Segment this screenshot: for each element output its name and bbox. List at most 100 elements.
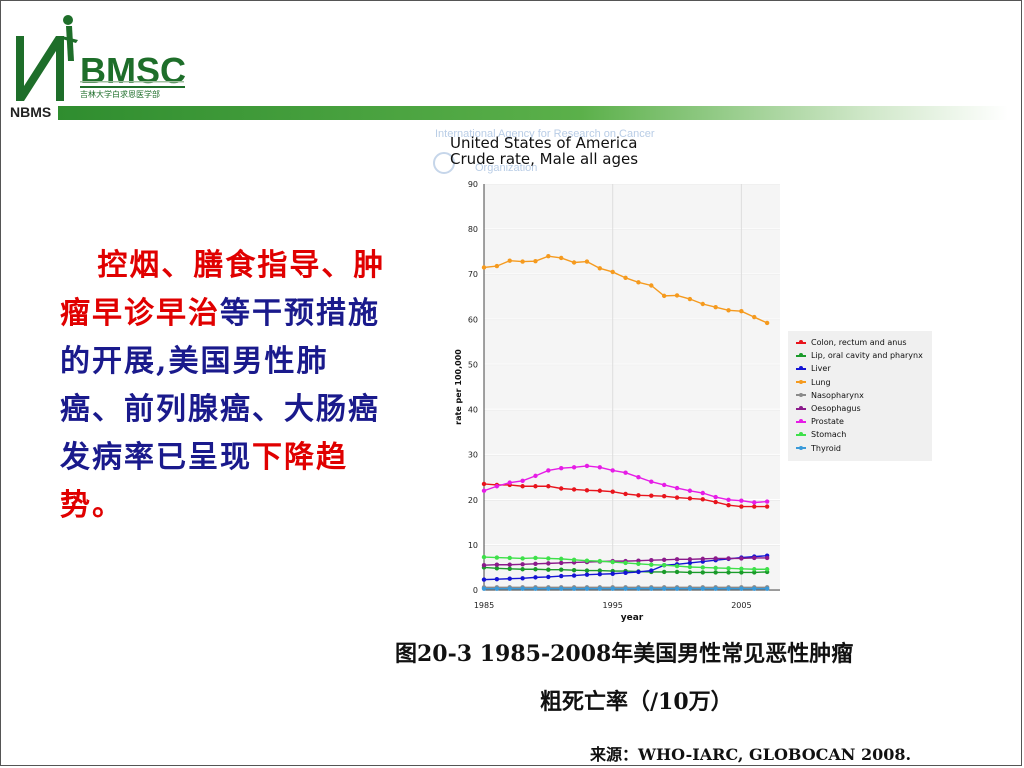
- data-point: [546, 253, 551, 259]
- data-point: [623, 586, 628, 591]
- data-point: [752, 314, 757, 320]
- data-point: [494, 555, 500, 560]
- data-point: [700, 565, 705, 570]
- data-point: [584, 558, 590, 563]
- logo-cn-name: 吉林大学白求恩医学部: [80, 90, 160, 99]
- data-point: [623, 491, 628, 497]
- data-point: [700, 490, 705, 496]
- y-tick-label: 80: [468, 225, 478, 234]
- data-point: [739, 556, 744, 561]
- data-point: [610, 489, 615, 494]
- legend-item: Lip, oral cavity and pharynx: [796, 351, 923, 360]
- data-point: [481, 481, 487, 487]
- data-point: [507, 576, 512, 581]
- y-tick-label: 20: [468, 496, 478, 505]
- legend-swatch: [796, 379, 806, 384]
- data-point: [481, 577, 487, 582]
- data-point: [649, 562, 654, 567]
- data-point: [533, 586, 538, 591]
- data-point: [713, 586, 718, 591]
- data-point: [559, 556, 564, 562]
- data-point: [674, 563, 680, 569]
- data-point: [726, 586, 731, 591]
- data-point: [571, 557, 577, 562]
- data-point: [726, 570, 731, 575]
- data-point: [610, 571, 615, 576]
- data-point: [764, 586, 770, 591]
- legend-item: Thyroid: [796, 444, 841, 453]
- legend-item: Colon, rectum and anus: [796, 338, 907, 347]
- data-point: [520, 478, 525, 484]
- data-point: [559, 573, 564, 579]
- data-point: [661, 557, 667, 562]
- data-point: [726, 566, 731, 571]
- data-point: [674, 293, 680, 298]
- y-tick-label: 60: [468, 315, 478, 324]
- data-point: [649, 568, 654, 573]
- data-point: [481, 488, 487, 493]
- data-point: [481, 562, 487, 568]
- y-tick-label: 40: [468, 406, 478, 415]
- data-point: [520, 576, 525, 581]
- data-point: [752, 567, 757, 572]
- data-point: [700, 586, 705, 591]
- data-point: [571, 573, 577, 578]
- data-point: [507, 555, 512, 561]
- logo-n-icon: [16, 15, 78, 101]
- data-point: [571, 465, 577, 470]
- data-point: [700, 570, 705, 575]
- x-tick-label: 1995: [603, 601, 623, 610]
- data-point: [764, 504, 770, 509]
- data-point: [687, 570, 693, 575]
- data-point: [546, 586, 551, 591]
- legend-item: Lung: [796, 378, 831, 387]
- data-point: [584, 463, 590, 469]
- data-point: [713, 565, 718, 571]
- data-point: [559, 255, 564, 261]
- data-point: [520, 259, 525, 264]
- legend-label: Prostate: [811, 417, 844, 427]
- legend-item: Nasopharynx: [796, 391, 864, 400]
- data-point: [649, 283, 654, 288]
- data-point: [546, 556, 551, 561]
- data-point: [559, 486, 564, 491]
- data-point: [636, 558, 641, 563]
- data-point: [597, 572, 603, 577]
- data-point: [700, 497, 705, 502]
- data-point: [713, 570, 718, 575]
- chart-title: United States of America: [450, 134, 638, 152]
- data-point: [584, 488, 590, 493]
- x-tick-label: 1985: [474, 601, 494, 610]
- data-point: [610, 586, 615, 591]
- data-point: [674, 569, 680, 575]
- data-point: [494, 566, 500, 571]
- data-point: [533, 567, 538, 572]
- data-point: [597, 488, 603, 493]
- data-point: [739, 498, 744, 503]
- data-point: [674, 586, 680, 591]
- data-point: [752, 504, 757, 509]
- legend-swatch: [796, 445, 806, 450]
- data-point: [481, 265, 487, 270]
- y-tick-label: 0: [473, 586, 478, 595]
- data-point: [636, 280, 641, 285]
- data-point: [739, 586, 744, 591]
- data-point: [494, 263, 500, 269]
- data-point: [739, 504, 744, 509]
- data-point: [661, 586, 667, 591]
- data-point: [661, 293, 667, 299]
- data-point: [520, 556, 525, 561]
- data-point: [546, 468, 551, 473]
- header-green-bar: [58, 106, 1008, 120]
- legend-item: Stomach: [796, 430, 846, 439]
- data-point: [764, 499, 770, 504]
- data-point: [674, 485, 680, 491]
- legend-label: Liver: [811, 364, 831, 374]
- data-point: [559, 560, 564, 566]
- data-point: [533, 575, 538, 580]
- data-point: [597, 266, 603, 271]
- data-point: [533, 555, 538, 561]
- data-point: [623, 570, 628, 576]
